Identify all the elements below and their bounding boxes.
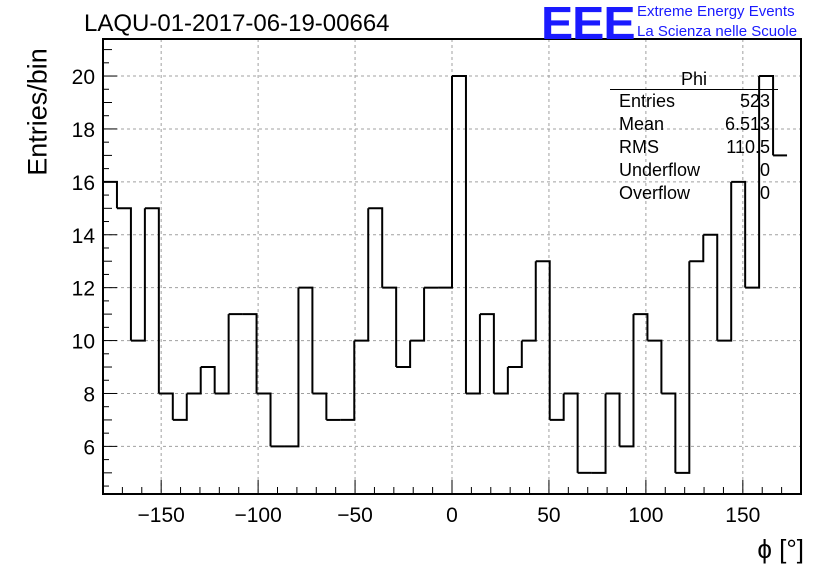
logo-line-1: Extreme Energy Events (637, 3, 795, 20)
histogram-bin (745, 76, 761, 289)
histogram-bin (605, 392, 621, 447)
histogram-bin (619, 314, 635, 448)
stats-row-entries: Entries 523 (610, 90, 778, 113)
histogram-bin (633, 313, 649, 341)
x-tick-label: −150 (138, 504, 185, 527)
y-tick-label: 10 (72, 331, 95, 354)
histogram-bin (158, 392, 174, 420)
stats-key: Overflow (619, 183, 691, 203)
histogram-bin (479, 313, 495, 394)
histogram-bin (521, 261, 537, 342)
histogram-bin (507, 340, 523, 369)
stats-box-name: Phi (680, 69, 707, 89)
histogram-bin (689, 234, 705, 263)
histogram-bin (116, 207, 132, 341)
tick-labels: −150 −100 −50 0 50 100 150 6 8 10 12 14 16 18 20 (72, 66, 761, 527)
stats-key: Mean (619, 114, 665, 134)
histogram-bin (256, 392, 272, 447)
x-axis-label: ϕ [°] (757, 534, 804, 564)
histogram-bin (284, 287, 300, 448)
histogram-bin (549, 393, 565, 421)
y-tick-label: 14 (72, 225, 96, 248)
histogram-bin (144, 207, 160, 394)
histogram-bin (200, 366, 216, 394)
histogram-bin (368, 207, 384, 288)
stats-key: RMS (619, 137, 659, 157)
stats-value: 0 (759, 183, 770, 203)
histogram-bin (493, 367, 509, 395)
histogram-bin (298, 286, 314, 394)
histogram-bin (186, 367, 202, 395)
stats-value: 6.513 (724, 114, 770, 134)
histogram-bin (591, 393, 607, 474)
histogram-bin (535, 260, 551, 420)
histogram-bin (647, 339, 663, 394)
x-tick-label: −100 (234, 504, 281, 527)
stats-row-rms: RMS 110.5 (610, 136, 778, 159)
x-tick-label: 50 (537, 504, 560, 527)
stats-box: Phi Entries 523 Mean 6.513 RMS 110.5 Und… (610, 69, 778, 205)
y-tick-label: 18 (72, 119, 95, 142)
histogram-bin (731, 180, 747, 288)
stats-value: 110.5 (726, 137, 770, 157)
histogram-bin (661, 392, 677, 473)
histogram-bin (703, 233, 719, 341)
x-tick-label: −50 (337, 504, 373, 527)
x-tick-label: 0 (446, 504, 458, 527)
histogram-bin (130, 208, 146, 342)
histogram-bin (759, 75, 775, 156)
y-tick-label: 6 (83, 436, 95, 459)
histogram-bin (465, 314, 481, 395)
histogram-bin (563, 392, 579, 473)
histogram-bin (242, 313, 258, 394)
histogram-bin (354, 208, 370, 342)
y-tick-label: 12 (72, 278, 95, 301)
stats-row-mean: Mean 6.513 (610, 113, 778, 136)
stats-row-underflow: Underflow 0 (610, 159, 778, 182)
stats-value: 523 (739, 91, 770, 111)
histogram-bin (396, 340, 412, 369)
x-tick-label: 150 (725, 504, 760, 527)
y-tick-label: 16 (72, 172, 95, 195)
stats-key: Entries (619, 91, 676, 111)
eee-logo: EEE (541, 0, 636, 49)
histogram-bin (214, 314, 230, 395)
histogram-bin (312, 392, 328, 420)
histogram-bin (410, 287, 426, 342)
histogram-bin (102, 180, 118, 494)
plot-title: LAQU-01-2017-06-19-00664 (84, 10, 390, 37)
histogram-bin (438, 76, 453, 289)
stats-value: 0 (759, 160, 770, 180)
histogram-series (102, 75, 788, 494)
histogram-bin (340, 340, 356, 421)
y-axis-label: Entries/bin (22, 48, 53, 176)
stats-box-divider (610, 89, 778, 90)
stats-key: Underflow (619, 160, 701, 180)
histogram-bin (717, 181, 733, 342)
axis-ticks (103, 49, 783, 494)
x-tick-label: 100 (628, 504, 663, 527)
histogram-bin (675, 261, 691, 474)
y-tick-label: 8 (83, 383, 95, 406)
histogram-bin (172, 393, 188, 421)
stats-row-overflow: Overflow 0 (610, 182, 778, 205)
histogram-bin (452, 75, 467, 394)
histogram-bin (382, 286, 398, 368)
y-tick-label: 20 (72, 66, 95, 89)
logo-line-2: La Scienza nelle Scuole (637, 23, 798, 40)
